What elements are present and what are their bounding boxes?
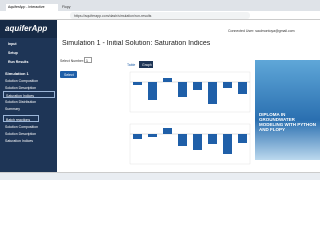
browser-tab[interactable]: AquiferApp - Interactive bbox=[6, 4, 58, 11]
logo-band bbox=[0, 20, 57, 38]
menu-item[interactable]: Solution Description bbox=[5, 131, 37, 136]
bar bbox=[223, 82, 232, 88]
menu-item[interactable]: Batch reactions bbox=[3, 115, 39, 122]
tab-bar bbox=[0, 0, 320, 11]
menu-item[interactable]: Saturation Indices bbox=[5, 138, 34, 143]
menu-item[interactable]: Saturation Indices bbox=[3, 91, 55, 99]
bar bbox=[148, 82, 157, 100]
url[interactable]: https://aquiferapp.com/dash/simulation/r… bbox=[70, 12, 250, 19]
menu-item[interactable]: Setup bbox=[8, 50, 18, 55]
user: Connected User: saulmontoya@gmail.com bbox=[228, 29, 295, 33]
bar bbox=[238, 82, 247, 94]
menu-item[interactable]: Input bbox=[8, 41, 17, 46]
page: AquiferApp - Interactive Flopy https://a… bbox=[0, 0, 320, 180]
page-title: Simulation 1 - Initial Solution: Saturat… bbox=[62, 40, 211, 47]
tab[interactable]: Table bbox=[127, 62, 136, 67]
bar bbox=[238, 134, 247, 143]
bar bbox=[163, 128, 172, 134]
tab[interactable]: Graph bbox=[139, 61, 153, 68]
bar bbox=[148, 134, 157, 137]
bar bbox=[193, 82, 202, 90]
bar bbox=[163, 78, 172, 82]
browser-tab[interactable]: Flopy bbox=[62, 5, 71, 9]
ad-text: DIPLOMA IN GROUNDWATER MODELING WITH PYT… bbox=[259, 112, 316, 132]
menu-item[interactable]: Solution Distribution bbox=[5, 100, 37, 105]
ad bbox=[255, 60, 320, 160]
bar bbox=[208, 82, 217, 104]
logo: aquiferApp bbox=[5, 24, 48, 33]
menu-item[interactable]: Solution Composition bbox=[5, 124, 39, 129]
bar bbox=[223, 134, 232, 154]
bar bbox=[193, 134, 202, 150]
menu-item[interactable]: Simulation 1 bbox=[5, 70, 29, 76]
taskbar bbox=[0, 172, 320, 180]
bar bbox=[208, 134, 217, 144]
select-label: Select Number: bbox=[60, 59, 85, 63]
bar bbox=[178, 134, 187, 146]
menu-item[interactable]: Summary bbox=[5, 107, 20, 112]
select-button[interactable]: Select bbox=[60, 71, 77, 78]
bar bbox=[133, 134, 142, 139]
charts bbox=[129, 71, 251, 165]
menu-item[interactable]: Run Results bbox=[8, 59, 29, 64]
bar bbox=[178, 82, 187, 97]
sidebar bbox=[0, 20, 57, 172]
menu-item[interactable]: Solution Composition bbox=[5, 78, 39, 83]
menu-item[interactable]: Solution Description bbox=[5, 85, 37, 90]
bar bbox=[133, 82, 142, 85]
sidebar-menu: Input Setup Run Results Simulation 1 Solutio… bbox=[0, 40, 57, 170]
select[interactable]: 1 bbox=[84, 57, 92, 63]
